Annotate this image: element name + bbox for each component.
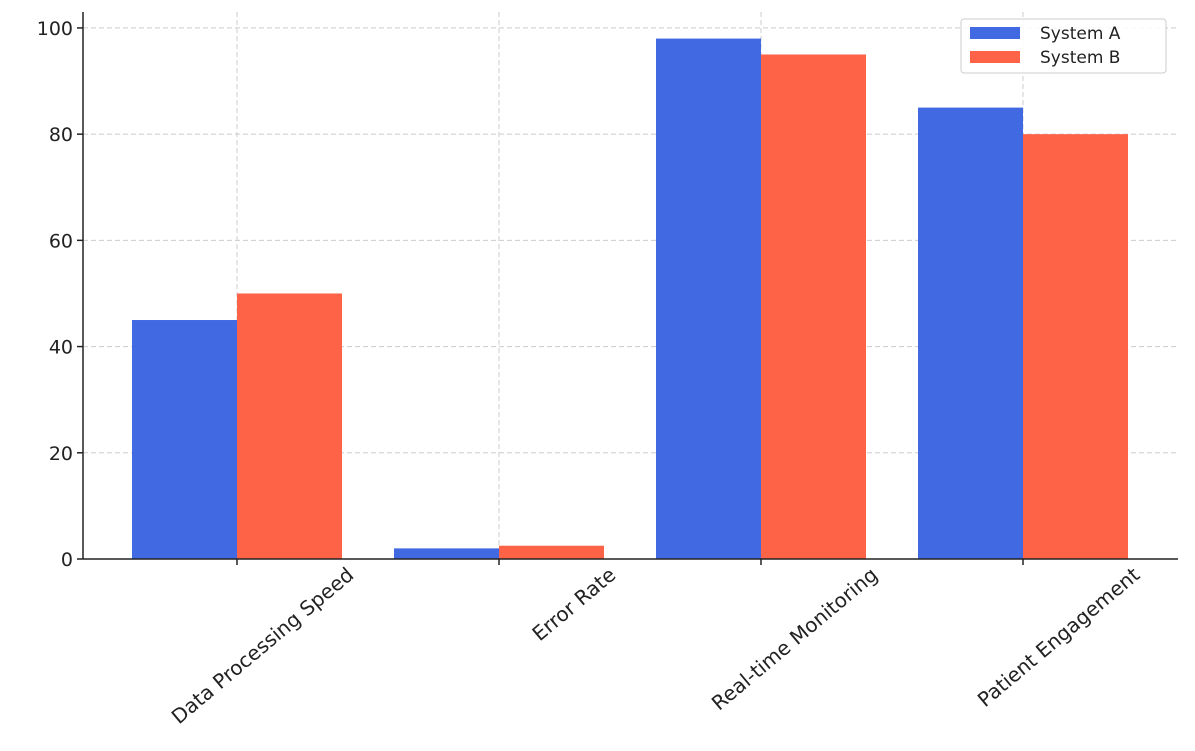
- bar-system-a: [918, 107, 1023, 560]
- x-tick-label: Real-time Monitoring: [707, 562, 882, 715]
- legend: System A System B: [960, 18, 1167, 74]
- y-tick-label: 0: [61, 549, 73, 571]
- bar-system-b: [499, 545, 604, 559]
- x-tick-label: Data Processing Speed: [167, 562, 359, 728]
- legend-label-system-a: System A: [1040, 24, 1121, 44]
- bar-system-a: [656, 38, 761, 559]
- y-tick-label: 60: [49, 230, 73, 252]
- bar-system-a: [394, 548, 499, 559]
- bar-system-a: [132, 320, 237, 559]
- legend-swatch-system-a: [970, 27, 1020, 39]
- x-tick-label: Error Rate: [527, 562, 620, 645]
- x-tick-label: Patient Engagement: [973, 562, 1144, 711]
- bar-system-b: [761, 54, 866, 559]
- bars: [132, 38, 1128, 560]
- y-tick-label: 40: [49, 337, 73, 359]
- bar-system-b: [1023, 134, 1128, 559]
- bar-system-b: [237, 293, 342, 559]
- y-tick-label: 20: [49, 443, 73, 465]
- axes: [77, 12, 1178, 565]
- legend-label-system-b: System B: [1040, 48, 1120, 68]
- y-tick-label: 80: [49, 124, 73, 146]
- legend-swatch-system-b: [970, 51, 1020, 63]
- y-tick-label: 100: [37, 18, 73, 40]
